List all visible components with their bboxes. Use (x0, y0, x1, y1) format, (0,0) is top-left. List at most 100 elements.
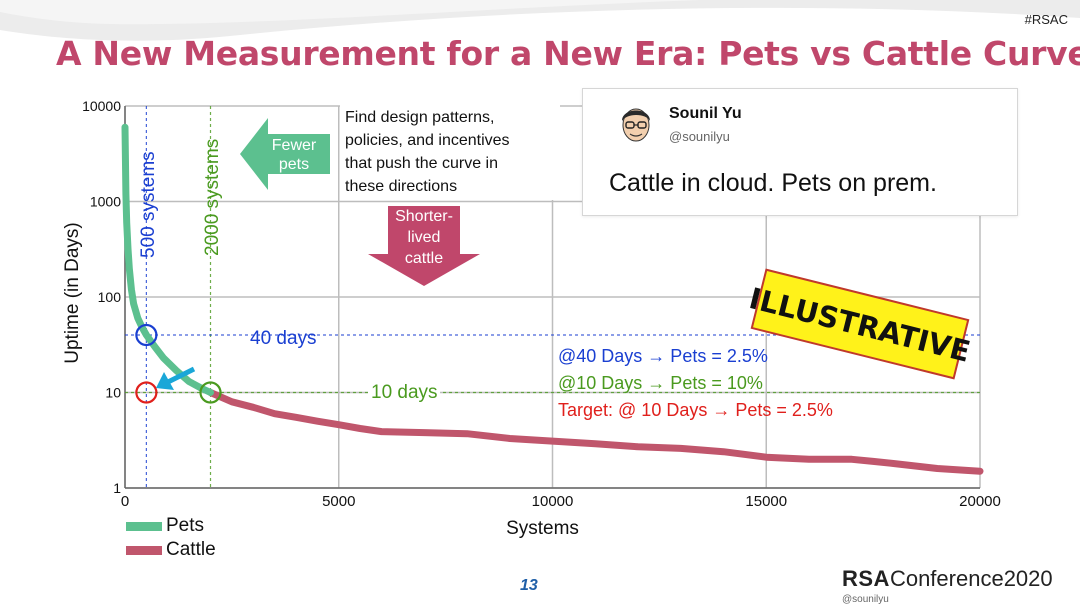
chart-legend: Pets Cattle (126, 514, 216, 562)
highlight-circle-blue (135, 323, 158, 347)
tweet-text: Cattle in cloud. Pets on prem. (609, 169, 937, 197)
cattle-series-line-point (849, 456, 855, 462)
design-text-line: that push the curve in (345, 155, 498, 172)
legend-label-cattle: Cattle (166, 539, 216, 560)
design-text-line: Find design patterns, (345, 109, 494, 126)
legend-swatch-pets (126, 521, 162, 531)
marker-label-2000-systems: 2000 systems (202, 139, 223, 256)
marker-label-40-days: 40 days (250, 328, 317, 349)
design-text-bg (340, 104, 560, 200)
cattle-series-line-point (336, 422, 342, 428)
pets-series-line-point (125, 246, 131, 252)
stat-target: Target: @ 10 Days → Pets = 2.5% (558, 400, 833, 420)
cattle-series-line-point (272, 411, 278, 417)
y-tick-label: 100 (98, 289, 122, 305)
cattle-series-line-point (592, 441, 598, 447)
pets-series-line-point (128, 286, 134, 292)
highlight-circle-green (199, 381, 222, 404)
tweet-card: Sounil Yu @sounilyu Cattle in cloud. Pet… (582, 88, 1018, 216)
pets-series-line-point (173, 367, 179, 373)
design-text-line: policies, and incentives (345, 132, 510, 149)
cattle-series-line-point (977, 468, 983, 474)
highlight-circle-red (135, 381, 158, 404)
y-tick-label: 10000 (82, 98, 121, 114)
stat-40-days: @40 Days → Pets = 2.5% (558, 346, 768, 366)
fewer-pets-arrow (240, 118, 330, 190)
marker-label-10-days-bg (368, 380, 440, 402)
shorter-lived-arrow (368, 206, 480, 286)
cyan-arrow-shaft (166, 366, 196, 385)
cattle-series-line-point (507, 435, 513, 441)
cattle-series-line-point (357, 425, 363, 431)
slide-title: A New Measurement for a New Era: Pets vs… (56, 34, 1080, 73)
pets-series-line-point (123, 191, 129, 197)
shorter-lived-text: cattle (405, 250, 443, 267)
marker-label-500-systems: 500 systems (138, 151, 159, 258)
brand-thin: Conference2020 (889, 566, 1053, 591)
fewer-pets-text: pets (279, 156, 309, 173)
pets-series-line-point (135, 315, 141, 321)
tweet-author-name: Sounil Yu (669, 105, 742, 122)
cattle-series-line-point (806, 456, 812, 462)
y-tick-label: 1 (113, 480, 121, 496)
cattle-series-line-point (379, 429, 384, 435)
chart-markers (125, 106, 980, 488)
illustrative-stamp: ILLUSTRATIVE (746, 268, 974, 380)
shorter-lived-text: lived (408, 229, 441, 246)
cattle-series-line-point (229, 399, 235, 405)
fewer-pets-text: Fewer (272, 137, 317, 154)
x-tick-label: 20000 (959, 493, 1001, 510)
x-tick-label: 10000 (532, 493, 574, 510)
cattle-series-line-point (293, 414, 299, 420)
pets-series-line-point (160, 355, 166, 361)
cattle-series-line-point (421, 430, 427, 436)
legend-label-pets: Pets (166, 515, 205, 536)
pets-series-line-point (126, 265, 132, 271)
chart-axes: 0 5000 10000 15000 20000 1 10 100 1000 10000 Syste… (62, 98, 1001, 539)
page-number: 13 (520, 577, 538, 594)
legend-item-cattle: Cattle (126, 538, 216, 562)
cattle-series-line (207, 389, 984, 475)
footer-handle: @sounilyu (842, 594, 889, 605)
cattle-series-line-point (678, 445, 684, 451)
pets-series-line-point (124, 220, 130, 226)
chart-annotations: 500 systems 2000 systems 40 days 10 days Fin… (135, 104, 974, 420)
brand-bold: RSA (842, 566, 890, 591)
pets-series-line-point (208, 390, 213, 395)
cattle-series-line-point (314, 418, 320, 424)
cattle-series-line-point (250, 404, 256, 410)
cattle-series-line-point (763, 454, 769, 460)
header-swoosh (0, 0, 1080, 41)
stamp-box (750, 268, 970, 380)
legend-swatch-cattle (126, 545, 162, 555)
marker-label-10-days: 10 days (371, 382, 438, 403)
tweet-author-handle: @sounilyu (669, 129, 730, 144)
x-axis-label: Systems (506, 518, 579, 539)
legend-item-pets: Pets (126, 514, 216, 538)
pets-series-line-point (122, 124, 128, 130)
rsa-conference-logo: RSAConference2020 (842, 566, 1053, 592)
cattle-series-line-point (870, 458, 876, 464)
avatar (622, 108, 650, 142)
x-tick-label: 15000 (745, 493, 787, 510)
cattle-series-line-point (721, 449, 726, 455)
y-tick-label: 10 (105, 385, 121, 401)
x-tick-label: 0 (121, 493, 129, 510)
cattle-series-line-point (550, 438, 555, 444)
pets-series-line-point (143, 332, 149, 338)
design-text-line: these directions (345, 178, 457, 195)
pets-series-line-point (131, 301, 137, 307)
y-axis-label: Uptime (in Days) (62, 222, 83, 363)
cyan-arrow-head (156, 372, 174, 390)
cattle-series-line-point (892, 461, 897, 467)
rsac-hashtag: #RSAC (1024, 12, 1068, 27)
shorter-lived-text: Shorter- (395, 208, 453, 225)
x-tick-label: 5000 (322, 493, 355, 510)
cattle-series-line-point (464, 431, 470, 437)
stat-10-days: @10 Days → Pets = 10% (558, 373, 763, 393)
pets-series-line-point (152, 344, 158, 350)
y-tick-label: 1000 (90, 194, 121, 210)
pets-series-line-point (186, 379, 192, 385)
cattle-series-line-point (934, 466, 940, 472)
